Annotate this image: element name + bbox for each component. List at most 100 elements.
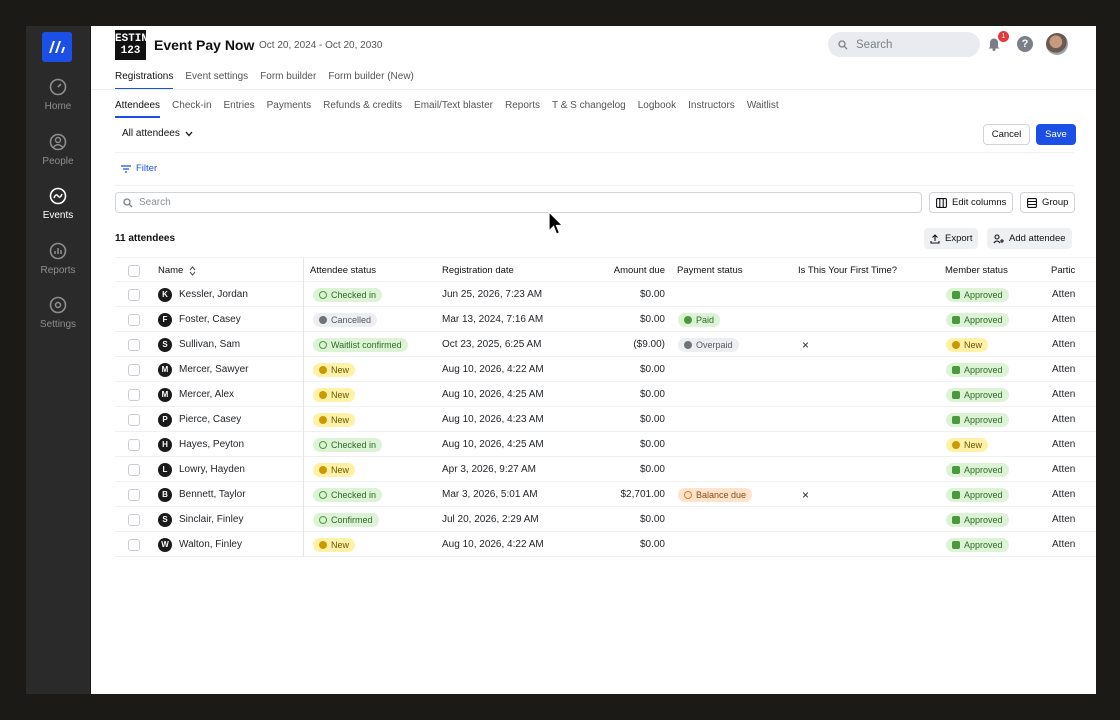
row-checkbox[interactable] <box>128 488 140 501</box>
table-row[interactable]: B Bennett, Taylor Checked in Mar 3, 2026, 5… <box>115 482 1096 507</box>
tab-entries[interactable]: Entries <box>223 100 255 111</box>
header-payment-status[interactable]: Payment status <box>677 265 743 276</box>
frozen-column-divider <box>303 307 304 332</box>
header-participant[interactable]: Partic <box>1051 265 1076 276</box>
sidebar-item-events[interactable]: Events <box>26 187 90 221</box>
attendee-name[interactable]: Kessler, Jordan <box>179 289 248 300</box>
attendee-name[interactable]: Bennett, Taylor <box>179 489 246 500</box>
avatar: B <box>158 487 172 502</box>
save-button[interactable]: Save <box>1036 124 1076 145</box>
frozen-column-divider <box>303 507 304 532</box>
avatar: H <box>158 437 172 452</box>
sidebar-item-reports[interactable]: Reports <box>26 242 90 276</box>
first-time-value: × <box>802 487 810 502</box>
attendee-status-badge-label: New <box>331 414 350 425</box>
table-row[interactable]: K Kessler, Jordan Checked in Jun 25, 2026, … <box>115 282 1096 307</box>
header-registration-date[interactable]: Registration date <box>442 265 514 276</box>
row-checkbox[interactable] <box>128 438 140 451</box>
participant-value: Atten <box>1052 539 1076 550</box>
row-checkbox[interactable] <box>128 338 140 351</box>
header-attendee-status[interactable]: Attendee status <box>310 265 377 276</box>
attendee-name[interactable]: Hayes, Peyton <box>179 439 245 450</box>
attendee-status-badge: Checked in <box>313 437 383 452</box>
table-row[interactable]: P Pierce, Casey New Aug 10, 2026, 4:23 AM $0… <box>115 407 1096 432</box>
table-row[interactable]: M Mercer, Alex New Aug 10, 2026, 4:25 AM $0.… <box>115 382 1096 407</box>
member-status-badge-label: Approved <box>964 489 1003 500</box>
attendee-name[interactable]: Mercer, Alex <box>179 389 235 400</box>
cancel-button[interactable]: Cancel <box>983 124 1030 145</box>
member-status-badge: Approved <box>946 362 1009 377</box>
edit-columns-button[interactable]: Edit columns <box>929 192 1014 213</box>
tab-check-in[interactable]: Check-in <box>172 100 212 111</box>
app-logo-icon[interactable] <box>42 32 72 62</box>
tab-form-builder-new[interactable]: Form builder (New) <box>328 71 414 82</box>
participant-value: Atten <box>1052 364 1076 375</box>
tab-reports[interactable]: Reports <box>504 100 540 111</box>
row-checkbox[interactable] <box>128 513 140 526</box>
group-button[interactable]: Group <box>1020 192 1076 213</box>
table-search-input[interactable]: Search <box>115 192 922 213</box>
row-checkbox[interactable] <box>128 463 140 476</box>
sidebar-item-home[interactable]: Home <box>26 78 90 112</box>
attendee-name[interactable]: Foster, Casey <box>179 314 241 325</box>
table-row[interactable]: S Sullivan, Sam Waitlist confirmed Oct 23, … <box>115 332 1096 357</box>
tab-event-settings[interactable]: Event settings <box>185 71 249 82</box>
table-row[interactable]: H Hayes, Peyton Checked in Aug 10, 2026, 4:… <box>115 432 1096 457</box>
attendee-status-badge-label: New <box>331 389 350 400</box>
filter-button[interactable]: Filter <box>121 163 157 174</box>
status-dot-icon <box>684 315 692 324</box>
add-attendee-button[interactable]: Add attendee <box>987 228 1072 249</box>
attendee-name[interactable]: Sullivan, Sam <box>179 339 241 350</box>
select-all-checkbox[interactable] <box>128 264 140 277</box>
gauge-icon <box>49 78 67 96</box>
sort-icon[interactable] <box>189 265 196 276</box>
attendee-name[interactable]: Pierce, Casey <box>179 414 242 425</box>
table-row[interactable]: M Mercer, Sawyer New Aug 10, 2026, 4:22 AM $… <box>115 357 1096 382</box>
notification-badge: 1 <box>998 31 1009 42</box>
attendee-name[interactable]: Sinclair, Finley <box>179 514 244 525</box>
registration-date: Aug 10, 2026, 4:25 AM <box>442 439 544 450</box>
tab-form-builder[interactable]: Form builder <box>260 71 317 82</box>
tab-logbook[interactable]: Logbook <box>637 100 677 111</box>
view-dropdown[interactable]: All attendees <box>122 128 193 139</box>
table-row[interactable]: S Sinclair, Finley Confirmed Jul 20, 2026, … <box>115 507 1096 532</box>
row-checkbox[interactable] <box>128 538 140 551</box>
sidebar-item-people[interactable]: People <box>26 133 90 167</box>
tab-registrations[interactable]: Registrations <box>115 71 174 90</box>
frozen-column-divider <box>303 382 304 407</box>
row-checkbox[interactable] <box>128 363 140 376</box>
attendee-name[interactable]: Mercer, Sawyer <box>179 364 249 375</box>
tab-ts-changelog[interactable]: T & S changelog <box>551 100 626 111</box>
help-icon[interactable]: ? <box>1017 36 1033 52</box>
avatar[interactable] <box>1046 33 1068 55</box>
row-checkbox[interactable] <box>128 388 140 401</box>
table-row[interactable]: L Lowry, Hayden New Apr 3, 2026, 9:27 AM $0.… <box>115 457 1096 482</box>
bell-icon[interactable] <box>987 36 1001 51</box>
header-first-time[interactable]: Is This Your First Time? <box>798 265 898 276</box>
status-dot-icon <box>952 290 960 299</box>
header-member-status[interactable]: Member status <box>945 265 1008 276</box>
tab-instructors[interactable]: Instructors <box>688 100 735 111</box>
tab-email-text-blaster[interactable]: Email/Text blaster <box>414 100 493 111</box>
export-button[interactable]: Export <box>924 228 979 249</box>
global-search-input[interactable]: Search <box>828 32 980 57</box>
row-checkbox[interactable] <box>128 313 140 326</box>
attendee-name[interactable]: Walton, Finley <box>179 539 242 550</box>
amount-due: $0.00 <box>639 314 665 325</box>
header-amount-due[interactable]: Amount due <box>613 265 665 276</box>
attendee-name[interactable]: Lowry, Hayden <box>179 464 245 475</box>
row-checkbox[interactable] <box>128 288 140 301</box>
first-time-value: × <box>802 337 810 352</box>
tab-waitlist[interactable]: Waitlist <box>746 100 779 111</box>
row-checkbox[interactable] <box>128 413 140 426</box>
table-row[interactable]: W Walton, Finley New Aug 10, 2026, 4:22 AM $… <box>115 532 1096 557</box>
tab-payments[interactable]: Payments <box>266 100 312 111</box>
sidebar-item-label: Settings <box>39 319 77 330</box>
tab-refunds-credits[interactable]: Refunds & credits <box>323 100 403 111</box>
participant-value: Atten <box>1052 489 1076 500</box>
tab-attendees[interactable]: Attendees <box>115 100 161 118</box>
table-row[interactable]: F Foster, Casey Cancelled Mar 13, 2024, 7:1… <box>115 307 1096 332</box>
sidebar-item-settings[interactable]: Settings <box>26 296 90 330</box>
avatar: S <box>158 512 172 527</box>
header-name[interactable]: Name <box>158 258 196 283</box>
